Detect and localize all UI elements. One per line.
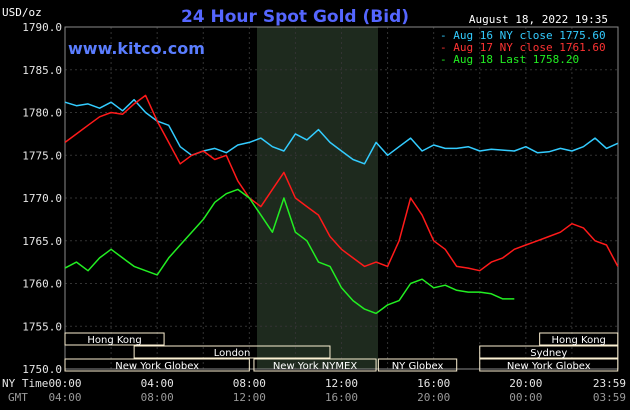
- y-tick-label: 1760.0: [22, 278, 62, 291]
- session-label: Sydney: [530, 348, 567, 359]
- x-tick-label-ny: 20:00: [509, 377, 542, 390]
- y-tick-label: 1785.0: [22, 64, 62, 77]
- timestamp: August 18, 2022 19:35: [469, 13, 608, 26]
- x-axis-row2-label: GMT: [8, 391, 28, 404]
- nymex-shade: [257, 27, 378, 369]
- session-bar: [253, 358, 377, 372]
- plot-frame: [64, 26, 619, 370]
- x-tick-label-gmt: 08:00: [141, 391, 174, 404]
- session-bar: [64, 358, 250, 372]
- session-sydney: Sydney: [479, 345, 619, 359]
- session-label: NY Globex: [392, 361, 444, 372]
- session-label: New York Globex: [507, 361, 591, 372]
- chart-title: 24 Hour Spot Gold (Bid): [181, 7, 409, 27]
- legend-aug16: - Aug 16 NY close 1775.60: [440, 29, 606, 42]
- x-tick-label-ny: 04:00: [141, 377, 174, 390]
- session-bar: [64, 332, 165, 346]
- session-london: London: [133, 345, 331, 359]
- session-new-york-globex: New York Globex: [479, 358, 619, 372]
- session-bar: [479, 345, 619, 359]
- x-tick-label-ny: 23:59: [593, 377, 626, 390]
- y-tick-label: 1775.0: [22, 149, 62, 162]
- series-line-aug-17: [64, 94, 619, 272]
- y-tick-label: 1755.0: [22, 320, 62, 333]
- x-tick-label-ny: 12:00: [325, 377, 358, 390]
- x-tick-label-gmt: 20:00: [417, 391, 450, 404]
- site-watermark: www.kitco.com: [68, 39, 205, 58]
- session-bar: [479, 358, 619, 372]
- y-axis-title: USD/oz: [2, 6, 42, 19]
- y-tick-label: 1770.0: [22, 192, 62, 205]
- x-tick-label-gmt: 00:00: [509, 391, 542, 404]
- session-bar: [133, 345, 331, 359]
- session-hong-kong: Hong Kong: [64, 332, 165, 346]
- x-tick-label-ny: 00:00: [48, 377, 81, 390]
- y-axis: 1790.0 1785.0 1780.0 1775.0 1770.0 1765.0 1760…: [22, 21, 62, 376]
- x-tick-label-ny: 08:00: [233, 377, 266, 390]
- session-label: New York NYMEX: [273, 361, 358, 372]
- y-tick-label: 1780.0: [22, 107, 62, 120]
- y-tick-label: 1765.0: [22, 235, 62, 248]
- series-line-aug-18: [64, 188, 515, 315]
- session-label: Hong Kong: [87, 335, 141, 346]
- session-label: New York Globex: [115, 361, 199, 372]
- legend-aug18: - Aug 18 Last 1758.20: [440, 53, 579, 66]
- session-bar: [377, 358, 458, 372]
- x-axis: 00:00 04:00 08:00 12:00 16:00 20:00 23:5904:00…: [48, 377, 626, 404]
- y-tick-label: 1750.0: [22, 363, 62, 376]
- legend-aug17: - Aug 17 NY close 1761.60: [440, 41, 606, 54]
- x-axis-row1-label: NY Time: [2, 377, 48, 390]
- session-bar: [539, 332, 619, 346]
- x-tick-label-gmt: 12:00: [233, 391, 266, 404]
- session-new-york-nymex: New York NYMEX: [253, 358, 377, 372]
- x-tick-label-gmt: 04:00: [48, 391, 81, 404]
- session-hong-kong: Hong Kong: [539, 332, 619, 346]
- session-label: Hong Kong: [552, 335, 606, 346]
- session-new-york-globex: New York Globex: [64, 358, 250, 372]
- x-tick-label-gmt: 03:59: [593, 391, 626, 404]
- session-label: London: [214, 348, 251, 359]
- y-tick-label: 1790.0: [22, 21, 62, 34]
- series-lines: [64, 94, 619, 315]
- session-ny-globex: NY Globex: [377, 358, 458, 372]
- x-tick-label-ny: 16:00: [417, 377, 450, 390]
- x-tick-label-gmt: 16:00: [325, 391, 358, 404]
- session-bars: Hong Kong Hong Kong London Sydney New York G…: [64, 332, 619, 372]
- legend: - Aug 16 NY close 1775.60 - Aug 17 NY cl…: [440, 29, 606, 66]
